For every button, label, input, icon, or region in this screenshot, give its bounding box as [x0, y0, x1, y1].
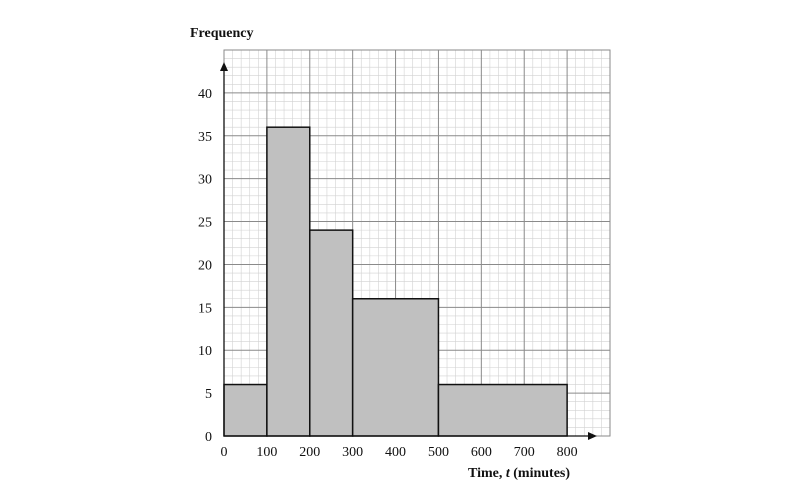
- histogram-bar-1: [223, 383, 268, 437]
- x-tick-label: 700: [514, 445, 535, 460]
- tick-labels: 0 100 200 300 400 500 600 700 800 0 5 10 15 20 25 30 35 4…: [198, 87, 578, 460]
- x-tick-label: 600: [471, 445, 492, 460]
- x-axis-title-part-1: Time,: [468, 466, 506, 481]
- histogram-bar-4: [351, 298, 440, 437]
- y-tick-label: 30: [198, 173, 212, 188]
- y-tick-label: 35: [198, 130, 212, 145]
- x-tick-label: 200: [299, 445, 320, 460]
- x-axis-arrow-icon: [588, 432, 597, 440]
- axes: [220, 62, 597, 440]
- x-tick-label: 500: [428, 445, 449, 460]
- y-tick-label: 15: [198, 301, 212, 316]
- x-axis-title-variable: t: [506, 466, 511, 481]
- x-axis-title-part-2: (minutes): [510, 466, 571, 481]
- x-tick-label: 300: [342, 445, 363, 460]
- y-tick-label: 10: [198, 344, 212, 359]
- y-tick-label: 0: [205, 430, 212, 445]
- x-tick-label: 0: [221, 445, 228, 460]
- y-tick-label: 5: [205, 387, 212, 402]
- y-axis-arrow-icon: [220, 62, 228, 71]
- y-tick-label: 20: [198, 258, 212, 273]
- x-tick-label: 800: [557, 445, 578, 460]
- histogram-bar-5: [437, 383, 568, 437]
- y-axis-title: Frequency: [190, 26, 254, 41]
- histogram-bar-2: [266, 126, 311, 437]
- histogram-bars: [223, 126, 568, 437]
- x-tick-label: 100: [256, 445, 277, 460]
- y-tick-label: 40: [198, 87, 212, 102]
- x-axis-title: Time, t (minutes): [468, 466, 570, 481]
- histogram-bar-3: [309, 229, 354, 437]
- y-tick-label: 25: [198, 216, 212, 231]
- x-tick-label: 400: [385, 445, 406, 460]
